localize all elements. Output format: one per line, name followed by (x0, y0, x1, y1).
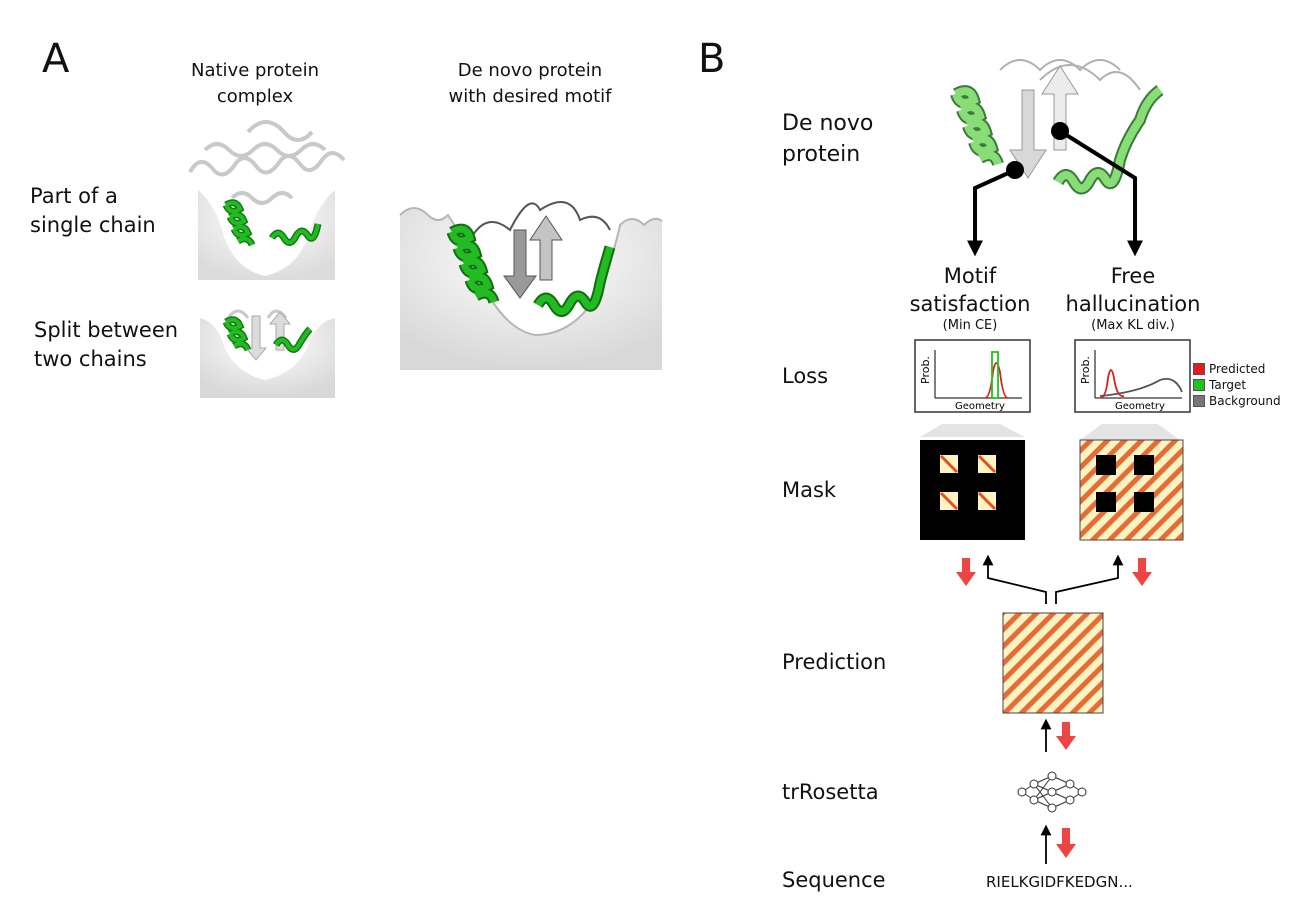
target-swatch (1193, 379, 1205, 391)
free-mask-map (1079, 439, 1184, 541)
native-split-chains-image (200, 309, 335, 398)
trrosetta-row-label: trRosetta (782, 780, 879, 804)
prediction-to-free-arrow (1055, 554, 1124, 604)
split-chains-label: Split between two chains (34, 318, 179, 371)
free-plot-xlabel: Geometry (1115, 401, 1165, 412)
motif-branch-arrow (967, 168, 1016, 257)
free-hallucination-heading: Free hallucination (1065, 264, 1201, 316)
prediction-red-arrow (1056, 722, 1076, 750)
trrosetta-red-arrow (1056, 828, 1076, 858)
free-loss-plot: Prob. Geometry (1074, 339, 1191, 440)
panel-b-letter: B (698, 36, 726, 82)
single-chain-label: Part of a single chain (30, 184, 156, 237)
panel-a-letter: A (42, 36, 70, 82)
legend-predicted: Predicted (1193, 362, 1265, 376)
native-complex-heading: Native protein complex (191, 60, 319, 107)
legend-predicted-label: Predicted (1209, 362, 1266, 376)
free-branch-arrow (1058, 129, 1143, 257)
prediction-row-label: Prediction (782, 650, 887, 674)
motif-satisfaction-heading: Motif satisfaction (909, 264, 1031, 316)
free-loss-sub: (Max KL div.) (1091, 318, 1175, 333)
motif-plot-ylabel: Prob. (919, 356, 932, 384)
legend-target-label: Target (1209, 378, 1247, 392)
motif-mask-map (920, 440, 1025, 540)
native-single-chain-image (188, 120, 346, 280)
sequence-text: RIELKGIDFKEDGN... (986, 873, 1133, 891)
denovo-protein-image (950, 59, 1164, 195)
mask-red-arrow-right (1132, 558, 1152, 586)
sequence-row-label: Sequence (782, 868, 886, 892)
denovo-motif-image (399, 201, 663, 370)
free-plot-ylabel: Prob. (1079, 356, 1092, 384)
legend-background-label: Background (1209, 394, 1281, 408)
prediction-to-motif-arrow (982, 554, 1047, 604)
denovo-motif-heading: De novo protein with desired motif (448, 60, 612, 107)
prediction-map (1002, 612, 1104, 714)
motif-loss-sub: (Min CE) (942, 318, 998, 333)
loss-row-label: Loss (782, 364, 829, 388)
motif-plot-xlabel: Geometry (955, 401, 1005, 412)
background-swatch (1193, 395, 1205, 407)
mask-row-label: Mask (782, 478, 837, 502)
denovo-protein-label: De novo protein (782, 111, 874, 167)
neural-network-icon (1017, 771, 1087, 813)
predicted-swatch (1193, 363, 1205, 375)
legend-target: Target (1193, 378, 1246, 392)
mask-red-arrow-left (956, 558, 976, 586)
motif-loss-plot: Prob. Geometry (914, 339, 1031, 437)
legend-background: Background (1193, 394, 1281, 408)
